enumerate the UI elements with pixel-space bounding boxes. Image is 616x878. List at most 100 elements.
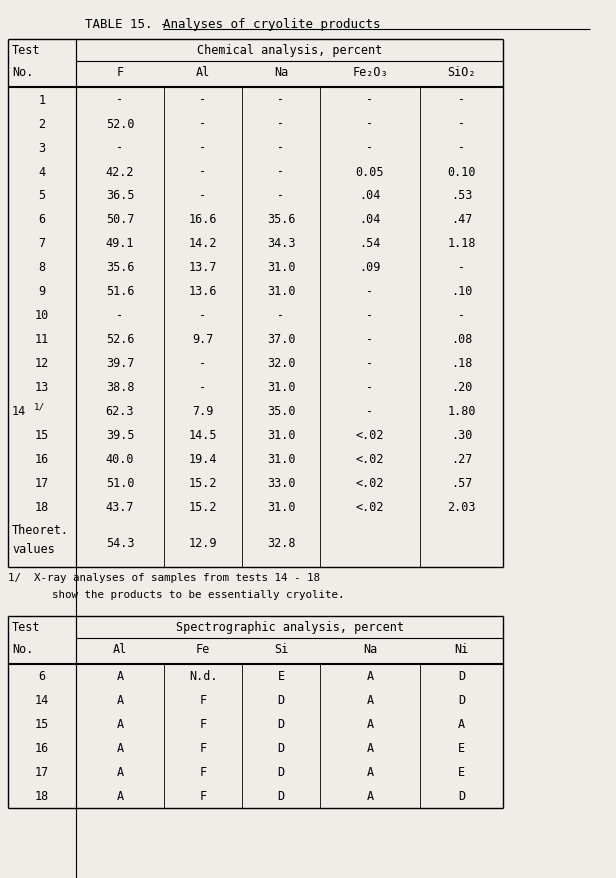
Text: N.d.: N.d. xyxy=(188,670,217,683)
Text: A: A xyxy=(116,789,124,802)
Text: -: - xyxy=(200,190,206,202)
Text: F: F xyxy=(200,789,206,802)
Text: Na: Na xyxy=(274,66,288,79)
Text: 18: 18 xyxy=(35,789,49,802)
Text: Theoret.: Theoret. xyxy=(12,523,69,536)
Text: A: A xyxy=(116,694,124,707)
Text: -: - xyxy=(367,285,373,299)
Text: 42.2: 42.2 xyxy=(106,165,134,178)
Text: E: E xyxy=(458,742,465,754)
Text: SiO₂: SiO₂ xyxy=(447,66,476,79)
Text: 31.0: 31.0 xyxy=(267,453,295,466)
Text: -: - xyxy=(277,118,285,130)
Text: 2.03: 2.03 xyxy=(447,501,476,514)
Text: -: - xyxy=(367,381,373,394)
Text: -: - xyxy=(367,118,373,130)
Text: 31.0: 31.0 xyxy=(267,429,295,442)
Text: -: - xyxy=(367,141,373,155)
Text: Na: Na xyxy=(363,643,377,655)
Text: A: A xyxy=(116,766,124,779)
Text: -: - xyxy=(277,190,285,202)
Text: .27: .27 xyxy=(451,453,472,466)
Text: 13: 13 xyxy=(35,381,49,394)
Text: 16: 16 xyxy=(35,742,49,754)
Text: 18: 18 xyxy=(35,501,49,514)
Text: 0.10: 0.10 xyxy=(447,165,476,178)
Text: 16.6: 16.6 xyxy=(188,213,217,227)
Text: 17: 17 xyxy=(35,766,49,779)
Text: .20: .20 xyxy=(451,381,472,394)
Text: 38.8: 38.8 xyxy=(106,381,134,394)
Text: 31.0: 31.0 xyxy=(267,501,295,514)
Text: No.: No. xyxy=(12,66,33,79)
Text: <.02: <.02 xyxy=(356,453,384,466)
Text: 52.0: 52.0 xyxy=(106,118,134,130)
Text: No.: No. xyxy=(12,643,33,655)
Text: A: A xyxy=(116,717,124,730)
Text: F: F xyxy=(200,694,206,707)
Text: 40.0: 40.0 xyxy=(106,453,134,466)
Text: 34.3: 34.3 xyxy=(267,237,295,250)
Text: Chemical analysis, percent: Chemical analysis, percent xyxy=(197,44,382,57)
Text: -: - xyxy=(277,93,285,106)
Text: 51.6: 51.6 xyxy=(106,285,134,299)
Text: D: D xyxy=(458,694,465,707)
Text: Fe₂O₃: Fe₂O₃ xyxy=(352,66,388,79)
Text: 1/  X-ray analyses of samples from tests 14 - 18: 1/ X-ray analyses of samples from tests … xyxy=(8,572,320,582)
Text: 33.0: 33.0 xyxy=(267,477,295,490)
Text: 31.0: 31.0 xyxy=(267,261,295,274)
Text: -: - xyxy=(458,141,465,155)
Text: 5: 5 xyxy=(38,190,46,202)
Text: D: D xyxy=(277,789,285,802)
Text: A: A xyxy=(116,742,124,754)
Text: -: - xyxy=(458,261,465,274)
Text: 4: 4 xyxy=(38,165,46,178)
Text: <.02: <.02 xyxy=(356,501,384,514)
Text: 51.0: 51.0 xyxy=(106,477,134,490)
Text: .04: .04 xyxy=(359,213,381,227)
Text: D: D xyxy=(277,742,285,754)
Text: 9.7: 9.7 xyxy=(192,333,214,346)
Text: 50.7: 50.7 xyxy=(106,213,134,227)
Text: 43.7: 43.7 xyxy=(106,501,134,514)
Text: 32.0: 32.0 xyxy=(267,357,295,371)
Text: -: - xyxy=(116,309,124,322)
Text: Fe: Fe xyxy=(196,643,210,655)
Text: 37.0: 37.0 xyxy=(267,333,295,346)
Text: -: - xyxy=(200,93,206,106)
Text: .57: .57 xyxy=(451,477,472,490)
Text: Al: Al xyxy=(113,643,127,655)
Text: 8: 8 xyxy=(38,261,46,274)
Text: .08: .08 xyxy=(451,333,472,346)
Text: 14.2: 14.2 xyxy=(188,237,217,250)
Text: 49.1: 49.1 xyxy=(106,237,134,250)
Text: -: - xyxy=(200,165,206,178)
Text: A: A xyxy=(367,694,373,707)
Text: 14.5: 14.5 xyxy=(188,429,217,442)
Text: 62.3: 62.3 xyxy=(106,405,134,418)
Text: 12.9: 12.9 xyxy=(188,536,217,550)
Text: 39.5: 39.5 xyxy=(106,429,134,442)
Text: 14: 14 xyxy=(12,405,26,418)
Text: 0.05: 0.05 xyxy=(356,165,384,178)
Text: Test: Test xyxy=(12,620,41,633)
Text: A: A xyxy=(458,717,465,730)
Text: -: - xyxy=(200,357,206,371)
Text: 6: 6 xyxy=(38,670,46,683)
Text: D: D xyxy=(277,766,285,779)
Text: 32.8: 32.8 xyxy=(267,536,295,550)
Text: F: F xyxy=(116,66,124,79)
Text: -: - xyxy=(200,141,206,155)
Text: 15: 15 xyxy=(35,429,49,442)
Text: 15.2: 15.2 xyxy=(188,477,217,490)
Text: -: - xyxy=(367,405,373,418)
Text: -: - xyxy=(277,165,285,178)
Text: -: - xyxy=(367,93,373,106)
Text: A: A xyxy=(367,742,373,754)
Text: 9: 9 xyxy=(38,285,46,299)
Text: A: A xyxy=(367,789,373,802)
Text: 17: 17 xyxy=(35,477,49,490)
Text: A: A xyxy=(367,766,373,779)
Text: Test: Test xyxy=(12,44,41,57)
Text: Si: Si xyxy=(274,643,288,655)
